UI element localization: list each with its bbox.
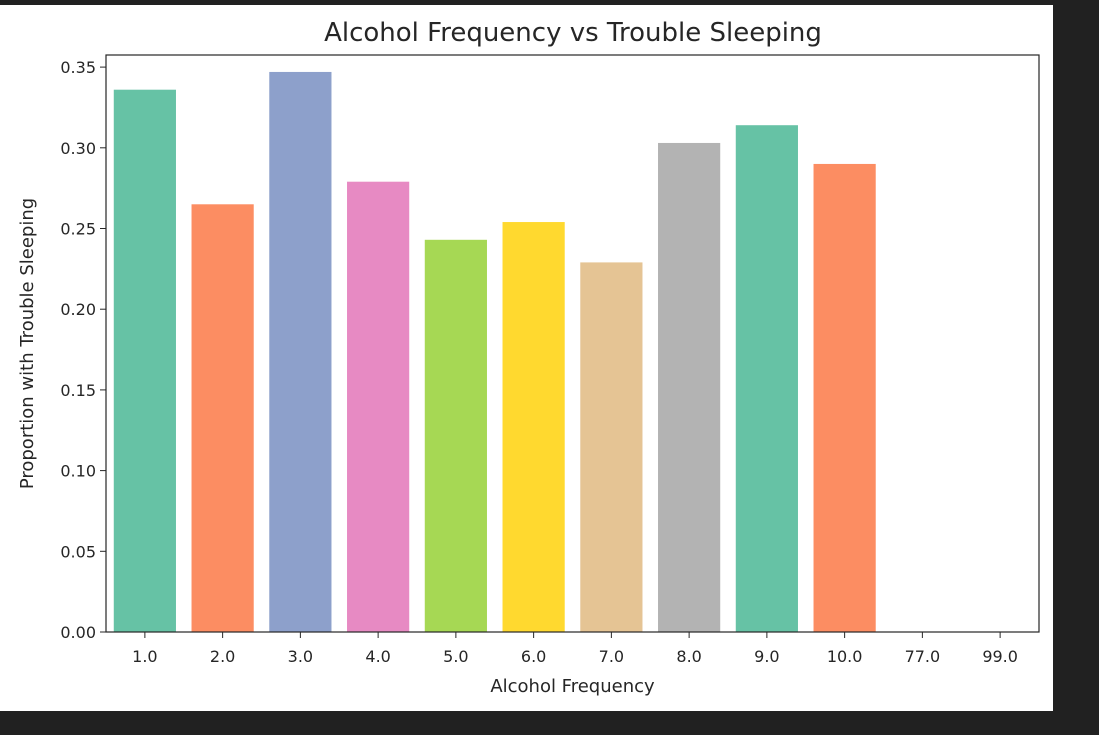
y-tick-label: 0.15: [60, 381, 96, 400]
x-tick-label: 9.0: [754, 647, 779, 666]
x-tick-label: 5.0: [443, 647, 468, 666]
bar-chart: Alcohol Frequency vs Trouble Sleeping 0.…: [17, 18, 1040, 697]
y-tick-label: 0.25: [60, 220, 96, 239]
bar-6.0: [502, 222, 565, 632]
bar-3.0: [269, 71, 332, 633]
bars-layer: [113, 71, 876, 633]
bar-10.0: [813, 163, 876, 632]
bar-2.0: [191, 204, 254, 632]
bar-7.0: [580, 262, 643, 632]
x-tick-label: 4.0: [365, 647, 390, 666]
bar-5.0: [424, 239, 487, 632]
bar-8.0: [658, 142, 721, 633]
y-axis-label: Proportion with Trouble Sleeping: [17, 198, 38, 489]
x-tick-label: 77.0: [905, 647, 941, 666]
y-axis-ticks: 0.00 0.05 0.10 0.15 0.20 0.25 0.30 0.35: [60, 58, 106, 642]
chart-figure: Alcohol Frequency vs Trouble Sleeping 0.…: [0, 5, 1053, 711]
y-tick-label: 0.30: [60, 139, 96, 158]
chart-title: Alcohol Frequency vs Trouble Sleeping: [324, 18, 822, 48]
y-tick-label: 0.05: [60, 542, 96, 561]
x-tick-label: 8.0: [676, 647, 701, 666]
x-tick-label: 2.0: [210, 647, 235, 666]
x-axis-ticks: 1.0 2.0 3.0 4.0 5.0 6.0 7.0 8.0 9.0 10.0 77.0 99.0: [132, 632, 1018, 666]
bar-1.0: [113, 89, 176, 633]
y-tick-label: 0.00: [60, 623, 96, 642]
plot-frame: [105, 54, 1040, 633]
y-tick-label: 0.10: [60, 462, 96, 481]
x-tick-label: 10.0: [827, 647, 863, 666]
x-tick-label: 7.0: [599, 647, 624, 666]
y-tick-label: 0.35: [60, 58, 96, 77]
bar-9.0: [735, 125, 798, 633]
x-tick-label: 99.0: [982, 647, 1018, 666]
x-axis-label: Alcohol Frequency: [490, 676, 655, 697]
x-tick-label: 1.0: [132, 647, 157, 666]
x-tick-label: 3.0: [288, 647, 313, 666]
y-tick-label: 0.20: [60, 300, 96, 319]
x-tick-label: 6.0: [521, 647, 546, 666]
bar-4.0: [347, 181, 410, 632]
